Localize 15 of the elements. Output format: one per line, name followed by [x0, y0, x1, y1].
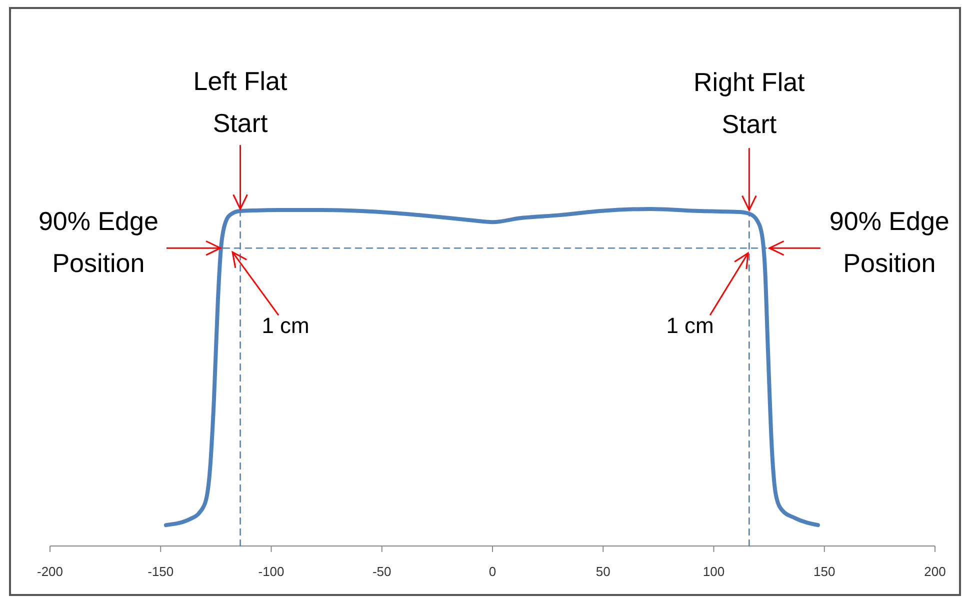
annotation: Right Flat Start [694, 67, 806, 140]
x-tick-label: 0 [488, 564, 496, 579]
x-tick-label: -200 [36, 564, 64, 579]
annotation: 90% Edge Position [38, 206, 158, 278]
annotation: 90% Edge Position [829, 206, 950, 278]
x-tick-label: 100 [702, 564, 725, 579]
x-tick-label: -100 [258, 564, 284, 579]
x-tick-label: -50 [372, 564, 392, 579]
annotation: Left Flat Start [193, 66, 288, 138]
annotation: 1 cm [666, 313, 714, 338]
x-tick-label: 50 [596, 564, 610, 579]
x-tick-label: 150 [814, 564, 836, 579]
x-tick-label: -150 [148, 564, 174, 579]
annotation: 1 cm [262, 313, 310, 338]
x-tick-label: 200 [924, 564, 946, 579]
